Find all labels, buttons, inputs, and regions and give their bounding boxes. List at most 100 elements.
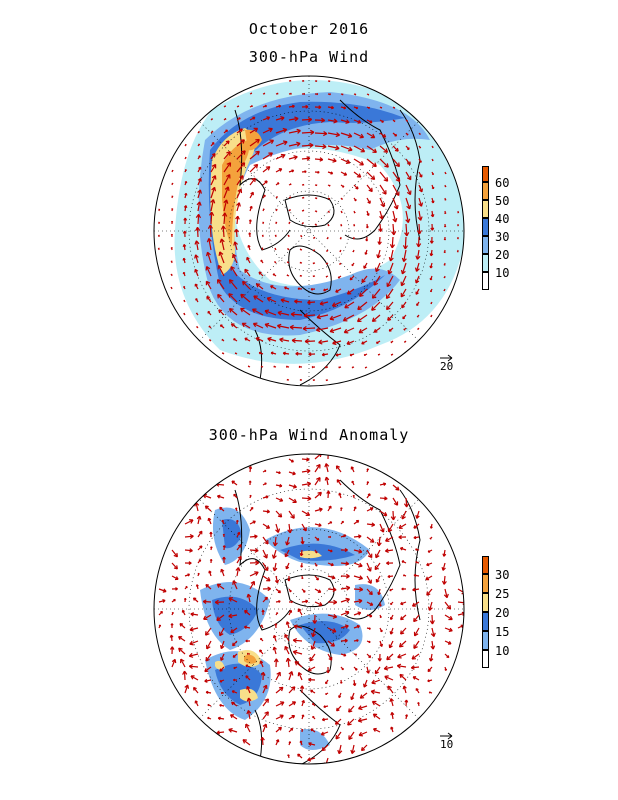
wind-vector — [189, 665, 199, 668]
wind-vector-head — [211, 130, 214, 133]
wind-vector-head — [222, 556, 226, 560]
wind-vector — [190, 613, 199, 616]
wind-vector-head — [171, 611, 174, 614]
wind-vector — [372, 288, 381, 299]
wind-vector — [340, 611, 350, 616]
wind-vector — [358, 718, 368, 722]
wind-vector-head — [366, 670, 370, 674]
wind-vector-head — [339, 250, 342, 253]
wind-vector-head — [338, 695, 342, 699]
wind-vector-head — [348, 735, 353, 740]
wind-vector-head — [326, 450, 330, 454]
wind-vector — [329, 327, 342, 333]
wind-vector-head — [426, 562, 430, 567]
wind-vector-head — [371, 317, 377, 322]
wind-vector-head — [353, 506, 357, 509]
wind-vector — [197, 516, 201, 525]
wind-vector-head — [262, 208, 265, 211]
wind-vector-head — [260, 624, 263, 627]
wind-vector — [353, 575, 363, 580]
wind-vector — [230, 714, 238, 720]
wind-vector-head — [377, 592, 381, 596]
wind-vector-head — [323, 288, 326, 292]
wind-vector — [301, 118, 312, 121]
wind-vector-head — [263, 92, 266, 95]
wind-vector-head — [246, 652, 249, 655]
wind-vector-head — [198, 166, 202, 170]
wind-vector — [324, 757, 329, 764]
wind-vector-head — [301, 699, 305, 704]
wind-vector-head — [387, 269, 393, 275]
wind-vector-head — [170, 623, 174, 626]
wind-vector — [400, 275, 407, 286]
wind-vector-head — [237, 531, 241, 535]
wind-vector-head — [358, 562, 363, 568]
wind-vector — [236, 139, 245, 147]
wind-vector-head — [312, 262, 315, 265]
wind-vector-head — [171, 208, 174, 210]
wind-vector-head — [258, 271, 262, 275]
wind-vector — [210, 212, 213, 225]
wind-vector-head — [194, 700, 198, 704]
wind-vector — [403, 685, 407, 694]
wind-vector-head — [393, 120, 396, 123]
wind-vector — [262, 549, 268, 559]
wind-vector-head — [414, 267, 420, 272]
wind-vector-head — [413, 573, 417, 578]
wind-vector-head — [400, 292, 406, 298]
wind-vector-head — [400, 616, 404, 621]
colorbar-swatch — [482, 218, 489, 236]
wind-vector-head — [198, 130, 200, 133]
wind-vector — [267, 297, 277, 303]
wind-vector-head — [382, 133, 387, 138]
wind-20-30-region — [198, 92, 430, 336]
top-panel-title: 300-hPa Wind — [248, 48, 370, 66]
wind-vector-head — [341, 520, 344, 524]
wind-vector-head — [303, 313, 308, 319]
colorbar-swatch — [482, 182, 489, 200]
wind-vector-head — [312, 275, 315, 278]
wind-vector-head — [280, 153, 286, 159]
wind-vector-head — [190, 675, 195, 680]
wind-vector-head — [209, 558, 213, 562]
wind-vector-head — [245, 675, 249, 679]
wind-vector — [316, 314, 329, 319]
wind-vector — [366, 549, 373, 558]
wind-vector-head — [410, 665, 415, 670]
wind-vector-head — [251, 177, 256, 183]
wind-vector-head — [274, 623, 278, 626]
wind-vector-head — [287, 248, 289, 250]
wind-vector — [392, 145, 399, 152]
wind-vector-head — [258, 351, 262, 355]
wind-vector-head — [376, 254, 381, 259]
wind-vector-head — [389, 631, 394, 635]
wind-vector-head — [386, 561, 390, 566]
wind-vector — [236, 150, 246, 160]
wind-vector — [353, 600, 363, 603]
wind-vector-head — [315, 184, 318, 187]
wind-vector-head — [274, 579, 280, 584]
wind-vector — [288, 497, 297, 503]
wind-vector — [321, 744, 329, 752]
wind-vector — [262, 536, 269, 545]
wind-vector — [288, 510, 295, 519]
wind-vector-head — [280, 116, 285, 121]
wind-vector-head — [317, 454, 322, 458]
wind-vector-head — [404, 699, 409, 703]
wind-vector-head — [285, 541, 290, 546]
wind-vector — [379, 223, 382, 232]
wind-vector — [400, 627, 407, 635]
wind-vector — [189, 627, 199, 631]
wind-vector-head — [372, 162, 377, 168]
wind-vector — [399, 673, 407, 681]
wind-vector-head — [290, 92, 292, 95]
wind-vector — [384, 666, 394, 670]
colorbar-label: 30 — [495, 230, 510, 244]
wind-vector-head — [352, 237, 355, 240]
wind-vector-head — [288, 671, 294, 676]
wind-vector-head — [297, 287, 300, 291]
wind-vector — [378, 236, 381, 245]
wind-vector-head — [335, 132, 340, 138]
wind-vector — [371, 690, 381, 694]
wind-vector-head — [346, 340, 351, 345]
